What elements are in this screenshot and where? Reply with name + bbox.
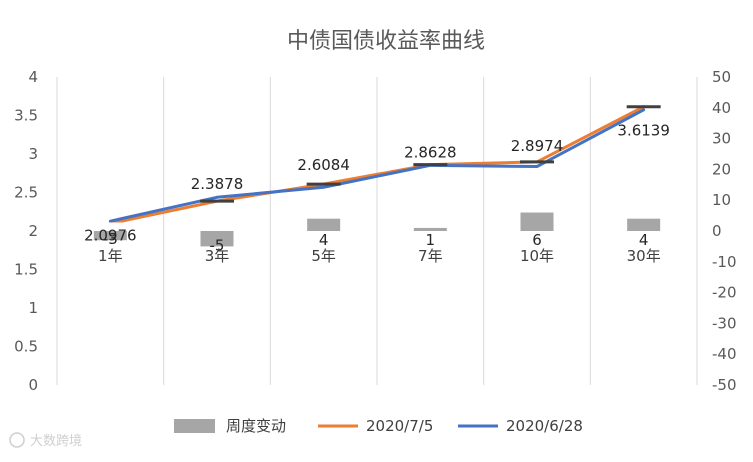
line-data-label: 2.8628 <box>404 144 457 162</box>
y-left-tick-label: 4 <box>28 68 38 86</box>
data-labels: 2.0976 2.3878 2.6084 2.8628 2.8974 3.6139 -3 -5… <box>84 122 670 265</box>
y-right-tick-label: -50 <box>712 376 737 394</box>
bar <box>627 218 661 231</box>
bar <box>307 218 341 231</box>
x-category-label: 5年 <box>311 247 336 265</box>
y-right-tick-label: 30 <box>712 130 731 148</box>
x-category-label: 10年 <box>520 247 554 265</box>
x-category-label: 3年 <box>205 247 230 265</box>
y-right-tick-label: -30 <box>712 314 737 332</box>
x-category-label: 1年 <box>98 247 123 265</box>
bar-series <box>93 212 661 247</box>
y-left-tick-label: 2.5 <box>14 184 38 202</box>
y-left-tick-label: 1 <box>28 299 38 317</box>
line-series <box>96 105 661 226</box>
y-left-tick-label: 3.5 <box>14 107 38 125</box>
legend-label: 2020/6/28 <box>506 417 583 435</box>
line-data-label: 2.3878 <box>191 175 244 193</box>
grid-lines <box>56 77 698 385</box>
bar-data-label: 1 <box>426 231 436 249</box>
y-right-tick-label: 40 <box>712 99 731 117</box>
y-right-tick-label: -40 <box>712 345 737 363</box>
x-category-label: 7年 <box>418 247 443 265</box>
y-left-tick-label: 0.5 <box>14 338 38 356</box>
series-line <box>108 105 646 225</box>
bar <box>93 231 127 241</box>
line-data-label: 2.6084 <box>297 156 350 174</box>
line-data-label: 3.6139 <box>617 122 670 140</box>
watermark-text: 大数跨境 <box>30 434 82 449</box>
y-right-tick-label: 20 <box>712 160 731 178</box>
legend-swatch-bar <box>174 419 215 433</box>
bar <box>413 227 447 231</box>
watermark: 大数跨境 <box>9 432 82 449</box>
bar-data-label: -5 <box>210 236 225 254</box>
y-right-tick-label: -20 <box>712 284 737 302</box>
y-left-tick-label: 2 <box>28 222 38 240</box>
bar <box>520 212 554 231</box>
bar-data-label: -3 <box>103 230 118 248</box>
bar <box>200 231 234 247</box>
y-axis-right: -50 -40 -30 -20 -10 0 10 20 30 40 50 <box>712 68 737 394</box>
bar-data-label: 4 <box>639 231 649 249</box>
bar-data-label: 6 <box>532 231 542 249</box>
y-axis-left: 0 0.5 1 1.5 2 2.5 3 3.5 4 <box>14 68 38 394</box>
series-line <box>108 108 646 223</box>
legend-label: 2020/7/5 <box>366 417 433 435</box>
legend-label: 周度变动 <box>226 417 286 435</box>
y-right-tick-label: 50 <box>712 68 731 86</box>
y-right-tick-label: 0 <box>712 222 722 240</box>
y-left-tick-label: 3 <box>28 145 38 163</box>
line-data-label: 2.8974 <box>511 137 564 155</box>
legend: 周度变动 2020/7/5 2020/6/28 <box>174 417 583 435</box>
x-category-label: 30年 <box>627 247 661 265</box>
bar-data-label: 4 <box>319 231 329 249</box>
watermark-logo <box>9 432 25 448</box>
y-left-tick-label: 1.5 <box>14 261 38 279</box>
y-right-tick-label: 10 <box>712 191 731 209</box>
y-right-tick-label: -10 <box>712 253 737 271</box>
chart-title: 中债国债收益率曲线 <box>287 29 485 54</box>
y-left-tick-label: 0 <box>28 376 38 394</box>
line-data-label: 2.0976 <box>84 226 137 244</box>
